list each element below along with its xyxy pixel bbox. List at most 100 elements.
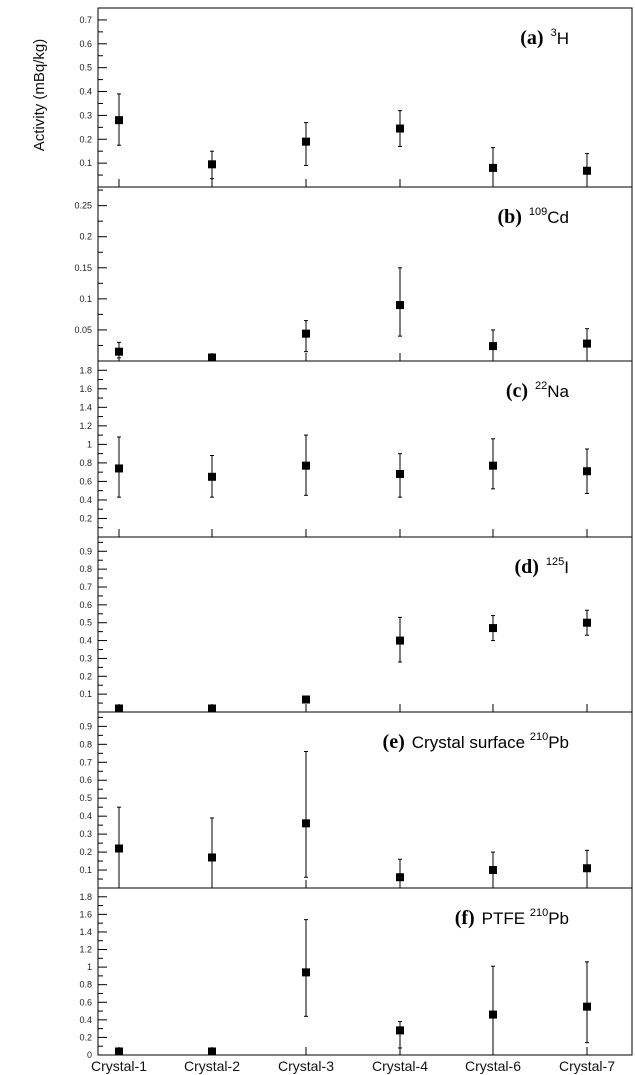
data-point [115,116,123,125]
data-point [583,467,591,476]
data-point [396,124,404,133]
panel-tag: (f) [455,907,480,929]
y-tick-label: 0.2 [79,513,92,523]
panel-isotope: Cd [547,208,569,227]
panel-label: (f) PTFE 210Pb [455,907,569,929]
y-tick-label: 0.5 [79,63,92,73]
y-tick-label: 1.2 [79,945,92,955]
data-point [115,704,123,713]
category-labels: Crystal-1 Crystal-2 Crystal-3 Crystal-4 Crys… [91,1058,615,1074]
panel-isotope-mass: 3 [551,27,557,39]
y-tick-label: 0.3 [79,829,92,839]
data-point [396,873,404,882]
panel-tag: (d) [514,556,543,578]
data-point [208,353,216,362]
panel-label: (a) 3H [520,27,569,49]
y-tick-label: 0.1 [79,294,92,304]
x-category-label: Crystal-4 [372,1058,428,1074]
y-tick-label: 1.8 [79,892,92,902]
y-tick-label: 0.2 [79,1032,92,1042]
y-tick-label: 0.5 [79,618,92,628]
panel-label: (d) 125I [514,556,569,578]
data-point [302,329,310,338]
y-tick-label: 0.1 [79,689,92,699]
data-point [583,339,591,348]
y-tick-label: 0.7 [79,15,92,25]
y-tick-label: 0.3 [79,110,92,120]
data-point [396,636,404,645]
panel-e: 0.1 0.2 0.3 0.4 0.5 0.6 0.7 0.8 0.9 (e) Crystal s… [79,711,633,889]
panel-isotope-mass: 125 [546,556,564,568]
y-tick-label: 0.6 [79,600,92,610]
panel-isotope-mass: 109 [529,206,547,218]
y-tick-label: 1.6 [79,909,92,919]
y-tick-label: 0.7 [79,757,92,767]
y-tick-label: 1.4 [79,402,92,412]
panel-tag: (a) [520,27,548,49]
y-tick-label: 0.3 [79,653,92,663]
data-point [208,853,216,862]
y-tick-label: 0.2 [79,847,92,857]
y-tick-label: 0.6 [79,476,92,486]
y-tick-label: 0.2 [79,232,92,242]
data-point [302,137,310,146]
y-tick-label: 0.05 [74,325,92,335]
y-tick-label: 0.25 [74,201,92,211]
data-point [302,968,310,977]
data-point [115,347,123,356]
data-point [208,1047,216,1056]
panel-isotope-mass: 22 [535,380,547,392]
panel-tag: (e) [383,731,410,753]
y-tick-label: 0.8 [79,458,92,468]
data-point [489,342,497,351]
y-tick-label: 0.6 [79,997,92,1007]
y-tick-label: 0.4 [79,87,92,97]
y-tick-label: 0.2 [79,671,92,681]
data-point [302,819,310,828]
y-tick-label: 0.8 [79,980,92,990]
panel-isotope: H [557,29,569,48]
x-category-label: Crystal-7 [559,1058,615,1074]
panel-d: 0.1 0.2 0.3 0.4 0.5 0.6 0.7 0.8 0.9 (d) 125I [79,536,633,713]
data-point [396,1026,404,1035]
data-point [115,1047,123,1056]
data-point [208,472,216,481]
y-tick-label: 1.8 [79,365,92,375]
data-point [489,461,497,470]
data-point [583,166,591,175]
y-tick-label: 1 [87,962,92,972]
panel-f: 0 0.2 0.4 0.6 0.8 1 1.2 1.4 1.6 1.8 (f) PTFE 210Pb [79,887,633,1060]
y-tick-label: 0.7 [79,582,92,592]
y-axis-label: Activity (mBq/kg) [31,39,48,152]
data-point [396,301,404,310]
y-tick-label: 0.4 [79,811,92,821]
panel-isotope: Pb [548,733,569,752]
x-category-label: Crystal-6 [465,1058,521,1074]
y-tick-label: 1.6 [79,384,92,394]
panel-frame [97,887,633,1056]
panel-b: 0.05 0.1 0.15 0.2 0.25 (b) 109Cd [74,186,633,362]
y-tick-label: 1.2 [79,421,92,431]
panel-prefix: PTFE [482,909,530,928]
data-point [489,1010,497,1019]
data-point [208,160,216,169]
data-point [208,704,216,713]
y-tick-label: 0.15 [74,263,92,273]
data-point [302,461,310,470]
data-point [489,163,497,172]
y-tick-label: 0.9 [79,721,92,731]
y-tick-label: 0.9 [79,546,92,556]
x-category-label: Crystal-2 [184,1058,240,1074]
panel-isotope: I [564,558,569,577]
data-point [115,844,123,853]
y-tick-label: 0.8 [79,739,92,749]
y-tick-label: 0.6 [79,39,92,49]
data-point [302,695,310,704]
data-point [583,618,591,627]
panel-label: (b) 109Cd [497,206,569,228]
panel-isotope-mass: 210 [530,731,548,743]
y-tick-label: 0.6 [79,775,92,785]
y-tick-label: 1 [87,439,92,449]
panel-a: 0.1 0.2 0.3 0.4 0.5 0.6 0.7 (a) 3H [79,7,633,188]
